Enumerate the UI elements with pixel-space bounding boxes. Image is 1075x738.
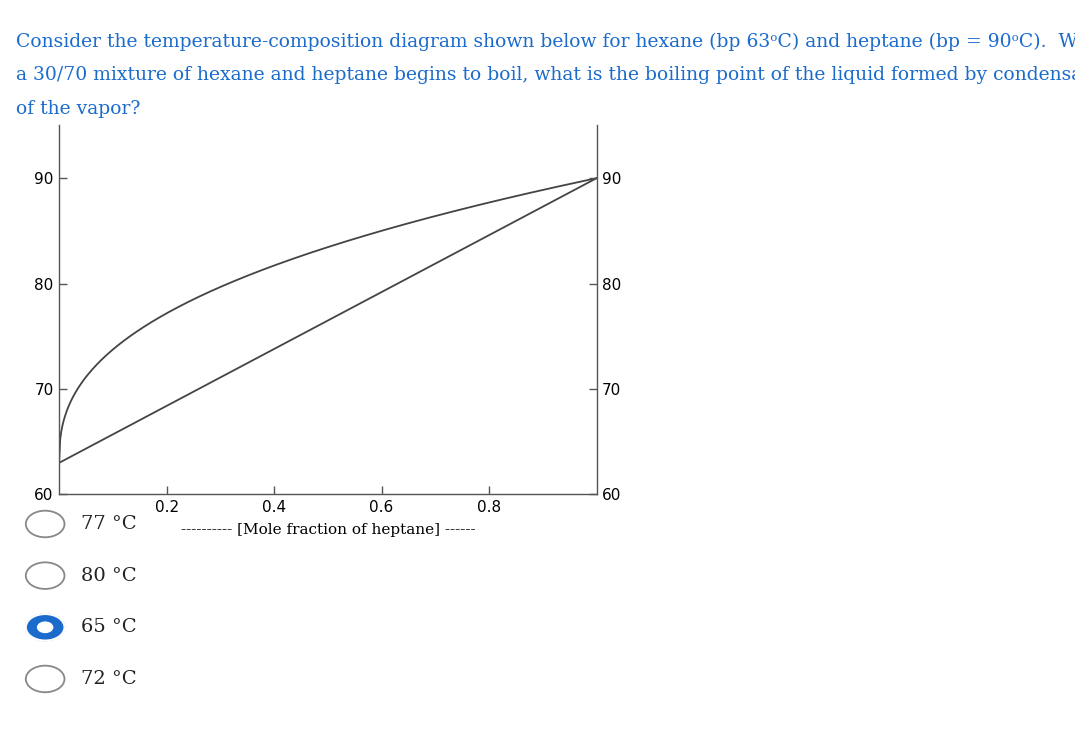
Text: of the vapor?: of the vapor?	[16, 100, 141, 117]
X-axis label: ---------- [Mole fraction of heptane] ------: ---------- [Mole fraction of heptane] --…	[181, 523, 475, 537]
Text: 65 °C: 65 °C	[81, 618, 137, 636]
Text: Consider the temperature-composition diagram shown below for hexane (bp 63ᵒC) an: Consider the temperature-composition dia…	[16, 33, 1075, 52]
Text: 80 °C: 80 °C	[81, 567, 137, 584]
Text: 77 °C: 77 °C	[81, 515, 137, 533]
Text: a 30/70 mixture of hexane and heptane begins to boil, what is the boiling point : a 30/70 mixture of hexane and heptane be…	[16, 66, 1075, 84]
Text: 72 °C: 72 °C	[81, 670, 137, 688]
